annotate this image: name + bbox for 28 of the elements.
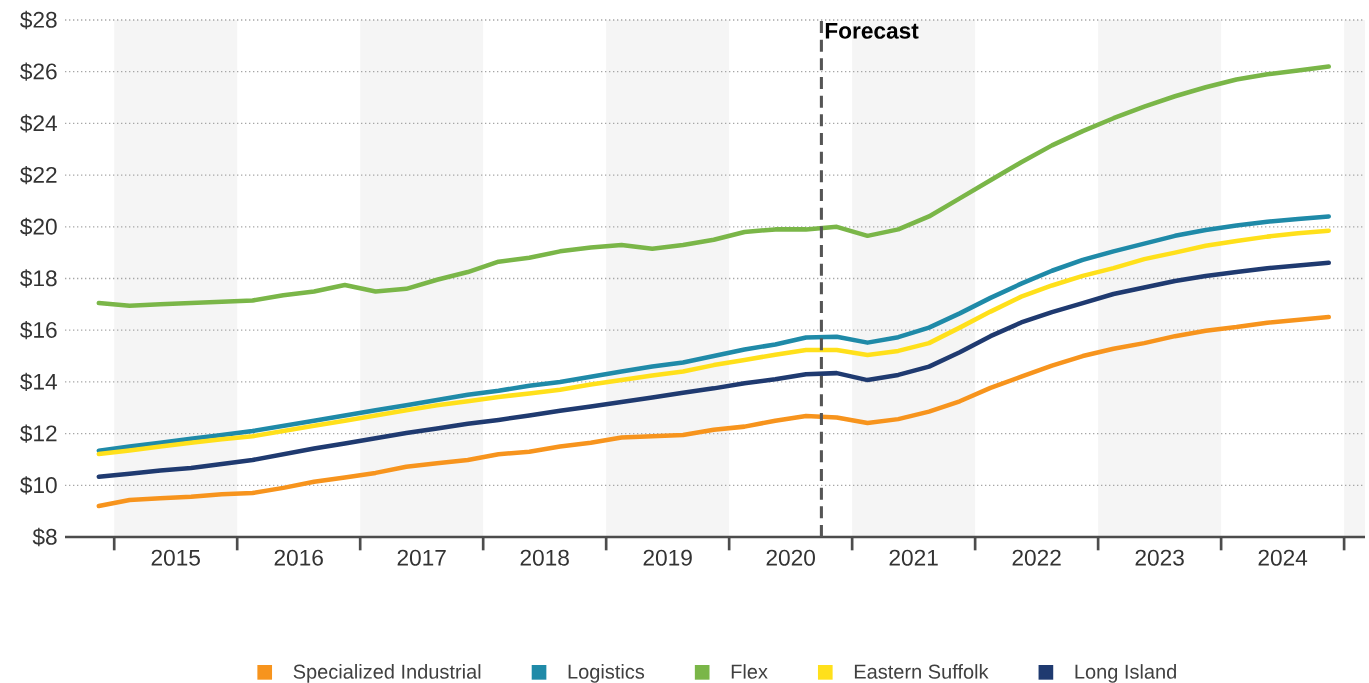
y-tick-label: $26 — [20, 62, 57, 81]
legend-label: Logistics — [568, 664, 645, 683]
y-tick-label: $14 — [20, 372, 57, 392]
x-tick-label: 2022 — [1012, 549, 1061, 566]
y-tick-label: $18 — [20, 269, 57, 288]
y-tick-label: $20 — [20, 217, 57, 236]
y-tick-label: $28 — [20, 10, 57, 30]
y-tick-label: $12 — [20, 424, 57, 443]
x-tick-label: 2015 — [151, 549, 200, 566]
legend-label: Flex — [731, 664, 768, 679]
y-tick-label: $10 — [20, 476, 57, 495]
x-tick-label: 2016 — [274, 549, 323, 566]
x-tick-label: 2019 — [643, 549, 692, 566]
x-tick-label: 2018 — [520, 549, 569, 566]
legend-label: Specialized Industrial — [293, 664, 481, 683]
x-tick-label: 2023 — [1135, 549, 1184, 566]
y-tick-label: $22 — [20, 165, 57, 185]
y-tick-label: $8 — [32, 527, 57, 547]
x-tick-label: 2017 — [397, 549, 446, 566]
x-tick-label: 2021 — [889, 549, 938, 566]
line-series — [96, 64, 1331, 308]
legend-label: Eastern Suffolk — [854, 664, 989, 679]
ref-line-label: Forecast — [825, 22, 919, 39]
legend-label: Long Island — [1075, 664, 1176, 683]
y-tick-label: $24 — [20, 114, 57, 133]
y-tick-label: $16 — [20, 321, 57, 340]
x-tick-label: 2020 — [766, 549, 815, 566]
x-tick-label: 2024 — [1258, 549, 1308, 566]
